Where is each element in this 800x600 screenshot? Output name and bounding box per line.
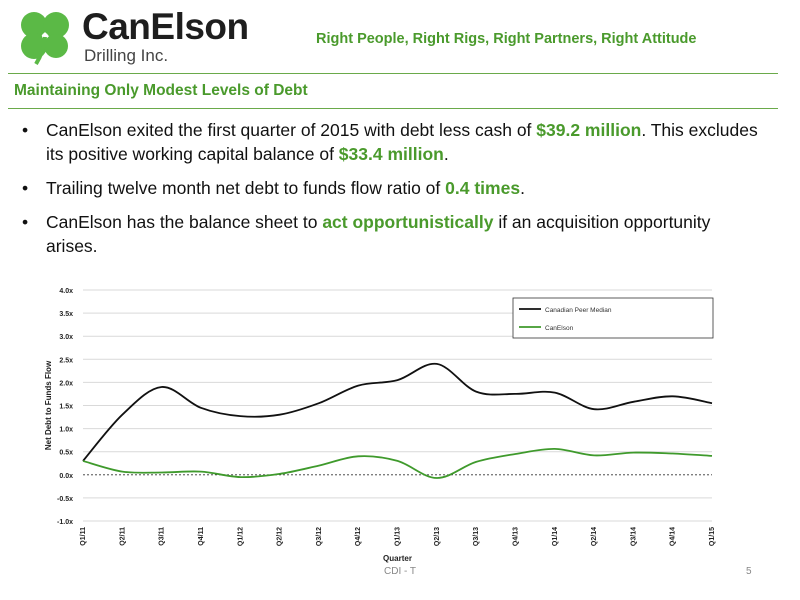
series-line-canelson [82,447,713,479]
bullet-text: . [443,144,449,164]
x-tick-label: Q1/14 [552,527,559,546]
logo-name: CanElson [82,6,249,47]
highlighted-text: $33.4 million [338,144,444,164]
x-tick-label: Q3/13 [473,527,480,546]
tagline: Right People, Right Rigs, Right Partners… [316,31,697,47]
highlighted-text: $39.2 million [536,120,642,140]
section-title: Maintaining Only Modest Levels of Debt [14,82,308,99]
x-tick-label: Q2/12 [277,527,284,546]
y-tick-label: 1.5x [59,404,73,411]
y-tick-label: 2.5x [59,357,73,364]
header-divider [8,73,778,74]
highlighted-text: act opportunistically [322,212,494,232]
y-tick-label: 0.0x [59,473,73,480]
y-tick-label: 3.5x [59,311,73,318]
legend-label: Canadian Peer Median [545,307,612,314]
bullet-text: if an acquisition opportunity arises. [46,212,711,256]
y-tick-label: 4.0x [59,288,73,295]
bullet-text: CanElson exited the first quarter of 201… [46,120,537,140]
series-line-peer-median [82,362,713,462]
bullet-dot: • [22,212,29,232]
legend-label: CanElson [545,325,574,332]
y-axis-title: Net Debt to Funds Flow [44,360,53,450]
x-tick-label: Q4/12 [355,527,362,546]
y-tick-label: 3.0x [59,334,73,341]
x-tick-label: Q1/13 [395,527,402,546]
x-tick-label: Q2/11 [119,527,126,546]
page-number: 5 [746,566,752,577]
y-tick-label: 1.0x [59,427,73,434]
bullet-item: • CanElson exited the first quarter of 20… [20,118,760,166]
y-tick-label: 2.0x [59,380,73,387]
bullet-text: CanElson has the balance sheet to [46,212,323,232]
x-axis-title: Quarter [383,554,412,563]
logo-subtitle: Drilling Inc. [84,46,169,65]
y-tick-label: 0.5x [59,450,73,457]
footer-label: CDI - T [384,566,417,577]
company-logo: CanElson Drilling Inc. [14,6,264,68]
bullet-dot: • [22,178,29,198]
x-tick-label: Q3/11 [159,527,166,546]
x-tick-label: Q4/11 [198,527,205,546]
bullet-text: Trailing twelve month net debt to funds … [46,178,446,198]
section-divider [8,108,778,109]
x-tick-label: Q1/15 [709,527,716,546]
x-tick-label: Q4/14 [670,527,677,546]
bullet-text: . [520,178,525,198]
bullet-list: • CanElson exited the first quarter of 20… [20,118,760,268]
bullet-item: • Trailing twelve month net debt to funds… [20,176,760,200]
y-tick-label: -1.0x [57,519,73,526]
x-tick-label: Q1/11 [80,527,87,546]
highlighted-text: 0.4 times [445,178,521,198]
y-tick-label: -0.5x [57,496,73,503]
x-tick-label: Q2/13 [434,527,441,546]
x-tick-label: Q4/13 [512,527,519,546]
debt-to-funds-flow-chart: -1.0x -0.5x 0.0x 0.5x 1.0x 1.5x 2.0x 2.5x 3.0x 3.… [44,288,716,563]
bullet-item: • CanElson has the balance sheet to act o… [20,210,760,258]
legend-box [512,297,714,339]
clover-logo-icon [21,12,69,66]
x-tick-label: Q3/12 [316,527,323,546]
x-tick-label: Q2/14 [591,527,598,546]
x-tick-label: Q3/14 [630,527,637,546]
x-tick-label: Q1/12 [237,527,244,546]
bullet-dot: • [22,120,29,140]
bullet-text: . This excludes its positive working cap… [46,120,758,164]
